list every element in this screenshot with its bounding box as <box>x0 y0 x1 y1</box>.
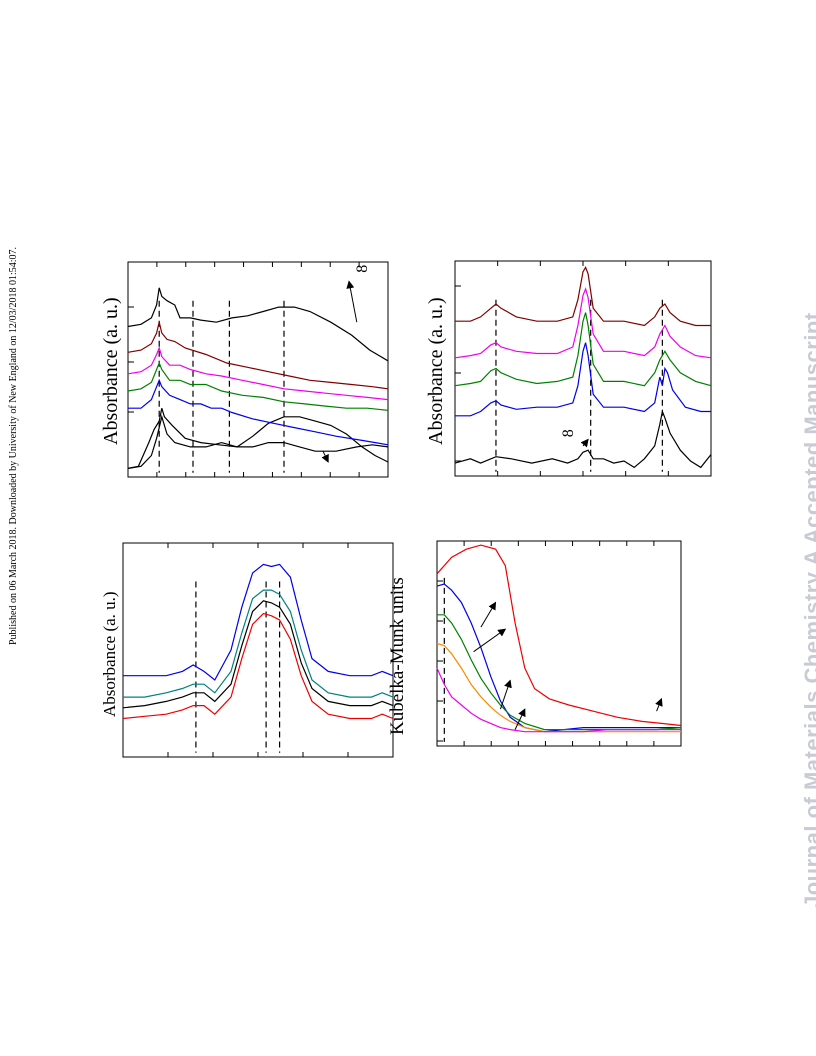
series-line <box>127 287 389 362</box>
series-line <box>127 346 389 401</box>
publication-note-text: Published on 06 March 2018. Downloaded b… <box>8 246 19 645</box>
annotation-arrow <box>580 438 589 448</box>
journal-watermark-text: Journal of Materials Chemistry A Accepte… <box>800 312 816 908</box>
series-line <box>455 342 711 417</box>
series-line <box>127 408 389 469</box>
publication-note: Published on 06 March 2018. Downloaded b… <box>8 215 22 645</box>
chart-svg <box>436 540 682 747</box>
annotation-arrow <box>514 708 526 730</box>
series-line <box>122 600 394 709</box>
journal-watermark: Journal of Materials Chemistry A Accepte… <box>768 148 816 908</box>
chart-svg <box>122 542 394 758</box>
series-line <box>123 589 394 698</box>
plot-frame <box>122 542 394 758</box>
series-line <box>127 361 389 411</box>
series-line <box>127 322 389 390</box>
plot-frame <box>454 260 712 477</box>
series-line <box>122 612 394 720</box>
plot-frame <box>127 261 389 478</box>
series-line <box>123 563 394 681</box>
annotation-arrow <box>655 697 663 712</box>
series-line <box>436 642 681 733</box>
chart-svg: 8 <box>127 261 389 478</box>
annotation-arrow <box>473 628 507 653</box>
chart-panel-bottom-right: Kubelka-Munk units <box>385 535 695 765</box>
annotation-arrow <box>499 679 512 710</box>
series-line <box>436 583 681 733</box>
series-line <box>128 378 389 446</box>
chart-panel-top-left: Absorbance (a. u.) 8 <box>98 255 398 485</box>
chart-panel-bottom-left: Absorbance (a. u.) <box>98 537 398 767</box>
annotation-label: 8 <box>354 265 371 273</box>
chart-svg: 8 <box>454 260 712 477</box>
annotation-label: 8 <box>560 429 577 437</box>
annotation-arrow <box>480 601 497 628</box>
series-line <box>127 414 389 469</box>
annotation-arrow <box>346 280 358 323</box>
series-line <box>436 667 681 733</box>
series-line <box>455 266 711 327</box>
annotation-arrow <box>321 450 329 463</box>
series-line <box>436 544 682 727</box>
series-line <box>437 614 682 731</box>
series-line <box>454 409 712 469</box>
series-line <box>454 312 712 387</box>
series-line <box>454 287 712 359</box>
chart-panel-top-right: Absorbance (a. u.) 8 <box>423 255 723 485</box>
